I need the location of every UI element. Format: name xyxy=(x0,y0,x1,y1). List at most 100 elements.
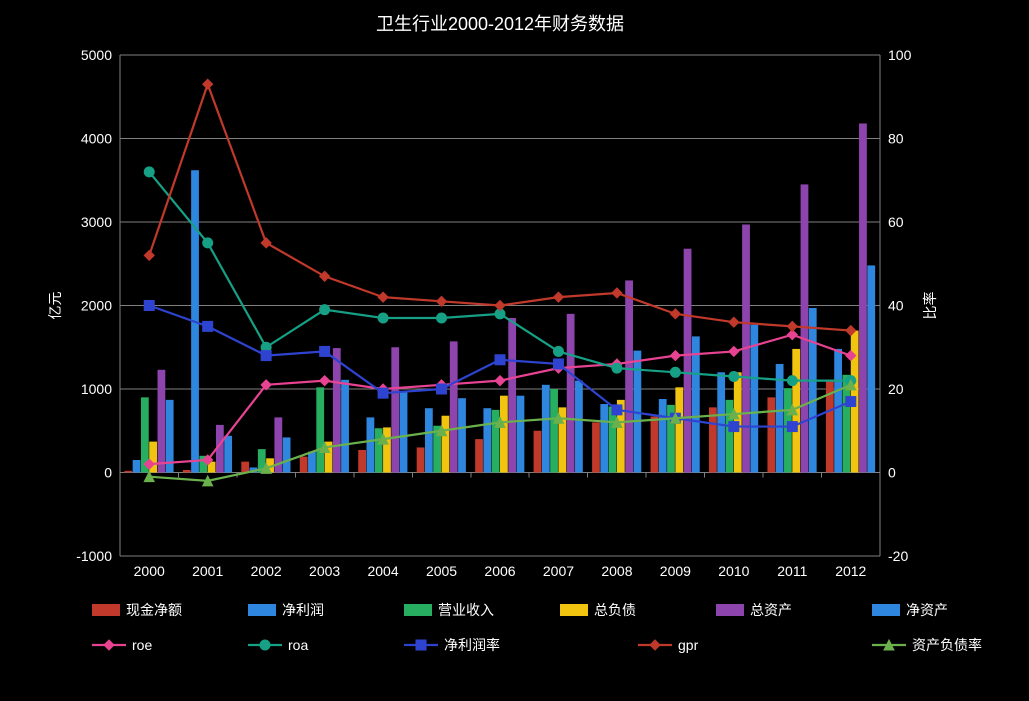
y-left-tick: 5000 xyxy=(81,47,112,63)
line-marker xyxy=(729,346,739,356)
line-marker xyxy=(261,351,271,361)
y-right-tick: 20 xyxy=(888,381,904,397)
y-right-tick: 80 xyxy=(888,131,904,147)
line-marker xyxy=(378,388,388,398)
bar xyxy=(567,314,575,473)
line-marker xyxy=(495,301,505,311)
x-tick-label: 2000 xyxy=(134,563,165,579)
legend-label: 净资产 xyxy=(906,602,948,618)
line-marker xyxy=(553,359,563,369)
line-marker xyxy=(787,376,797,386)
line-marker xyxy=(203,321,213,331)
y-right-tick: 100 xyxy=(888,47,912,63)
y-left-tick: -1000 xyxy=(76,548,112,564)
line-marker xyxy=(144,250,154,260)
legend-label: 营业收入 xyxy=(438,602,494,618)
bar xyxy=(609,407,617,473)
y-left-tick: 3000 xyxy=(81,214,112,230)
bar xyxy=(183,470,191,473)
bar xyxy=(717,372,725,472)
line-marker xyxy=(495,355,505,365)
bar xyxy=(534,431,542,473)
x-tick-label: 2006 xyxy=(484,563,515,579)
bar xyxy=(425,408,433,472)
x-tick-label: 2010 xyxy=(718,563,749,579)
bar xyxy=(391,347,399,472)
line-marker xyxy=(320,271,330,281)
y-left-label: 亿元 xyxy=(47,292,63,320)
bar xyxy=(283,437,291,472)
y-left-tick: 2000 xyxy=(81,298,112,314)
y-right-tick: 60 xyxy=(888,214,904,230)
bar xyxy=(550,389,558,473)
x-tick-label: 2007 xyxy=(543,563,574,579)
bar xyxy=(475,439,483,472)
line-marker xyxy=(320,305,330,315)
bar xyxy=(592,422,600,472)
line-marker xyxy=(787,422,797,432)
line-marker xyxy=(416,640,426,650)
line-marker xyxy=(260,640,270,650)
legend-swatch xyxy=(92,604,120,616)
line-marker xyxy=(612,363,622,373)
line-marker xyxy=(144,167,154,177)
bar xyxy=(300,457,308,473)
bar xyxy=(383,427,391,472)
x-tick-label: 2008 xyxy=(601,563,632,579)
y-left-tick: 0 xyxy=(104,465,112,481)
x-tick-label: 2002 xyxy=(251,563,282,579)
line-marker xyxy=(203,79,213,89)
legend-swatch xyxy=(872,604,900,616)
line-marker xyxy=(437,313,447,323)
bar xyxy=(600,404,608,472)
x-tick-label: 2001 xyxy=(192,563,223,579)
bar xyxy=(158,370,166,473)
bar xyxy=(483,408,491,472)
line-marker xyxy=(320,346,330,356)
bar xyxy=(726,400,734,473)
legend-label: 净利润率 xyxy=(444,637,500,653)
x-tick-label: 2009 xyxy=(660,563,691,579)
bar xyxy=(709,407,717,472)
bar xyxy=(124,471,132,473)
legend-swatch xyxy=(716,604,744,616)
line-marker xyxy=(650,640,660,650)
bar xyxy=(224,436,232,473)
bar xyxy=(500,396,508,473)
y-right-tick: 40 xyxy=(888,298,904,314)
bar xyxy=(867,265,875,472)
legend-swatch xyxy=(560,604,588,616)
bar xyxy=(659,399,667,472)
line-marker xyxy=(378,313,388,323)
y-left-tick: 4000 xyxy=(81,131,112,147)
line-marker xyxy=(612,288,622,298)
y-right-label: 比率 xyxy=(922,292,938,320)
line-marker xyxy=(104,640,114,650)
legend-label: gpr xyxy=(678,637,699,653)
x-tick-label: 2012 xyxy=(835,563,866,579)
bar xyxy=(859,123,867,472)
x-tick-label: 2004 xyxy=(367,563,398,579)
legend-label: roa xyxy=(288,637,308,653)
line-marker xyxy=(612,405,622,415)
bar xyxy=(442,416,450,473)
y-right-tick: 0 xyxy=(888,465,896,481)
legend-label: 现金净额 xyxy=(126,602,182,618)
line-marker xyxy=(553,292,563,302)
y-left-tick: 1000 xyxy=(81,381,112,397)
combo-chart: 卫生行业2000-2012年财务数据-100001000200030004000… xyxy=(0,0,1029,701)
bar xyxy=(575,381,583,473)
bar xyxy=(333,348,341,472)
bar xyxy=(492,410,500,473)
line-marker xyxy=(495,376,505,386)
line-marker xyxy=(787,321,797,331)
bar xyxy=(542,385,550,473)
line-marker xyxy=(670,367,680,377)
bar xyxy=(367,417,375,472)
legend-swatch xyxy=(248,604,276,616)
bar xyxy=(133,460,141,473)
line-marker xyxy=(261,238,271,248)
line-marker xyxy=(670,309,680,319)
legend-label: roe xyxy=(132,637,152,653)
bar xyxy=(241,462,249,473)
